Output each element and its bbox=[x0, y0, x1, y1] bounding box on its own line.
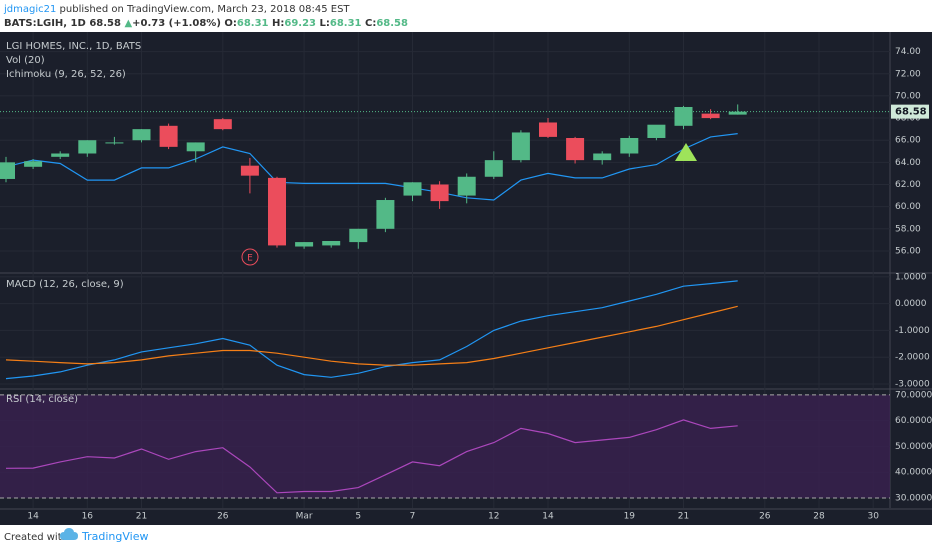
legend-entry: Ichimoku (9, 26, 52, 26) bbox=[6, 69, 126, 80]
line-series bbox=[5, 280, 738, 380]
published: published on TradingView.com, March 23, … bbox=[60, 4, 351, 15]
candle-body bbox=[566, 137, 585, 161]
candle-body bbox=[322, 240, 341, 246]
x-tick-label: 5 bbox=[355, 512, 361, 522]
x-tick-label: 21 bbox=[678, 512, 689, 522]
ohlc-value: 69.23 bbox=[284, 18, 316, 29]
x-tick-label: 26 bbox=[759, 512, 771, 522]
y-tick-label: 62.00 bbox=[895, 180, 921, 190]
candle-body bbox=[728, 111, 747, 115]
y-tick-label: -1.0000 bbox=[895, 326, 930, 336]
x-tick-label: 26 bbox=[217, 512, 229, 522]
candle-body bbox=[620, 137, 639, 154]
y-tick-label: 1.0000 bbox=[895, 272, 927, 282]
y-tick-label: 30.0000 bbox=[895, 493, 932, 503]
y-tick-label: 50.0000 bbox=[895, 442, 932, 452]
last-price-label: 68.58 bbox=[895, 107, 927, 118]
x-tick-label: 7 bbox=[410, 512, 416, 522]
symbol: BATS:LGIH, 1D bbox=[4, 18, 86, 29]
ohlc-key: H: bbox=[272, 18, 284, 29]
candle-body bbox=[647, 124, 666, 138]
candle-body bbox=[701, 113, 720, 119]
publish-line: jdmagic21 published on TradingView.com, … bbox=[3, 4, 350, 15]
ohlc-value: 68.58 bbox=[376, 18, 408, 29]
candle-body bbox=[539, 122, 557, 137]
earnings-circle bbox=[241, 248, 259, 266]
band-fill bbox=[0, 394, 890, 498]
y-tick-label: 60.0000 bbox=[895, 416, 932, 426]
up-arrow: ▲ bbox=[124, 18, 132, 29]
candle-body bbox=[268, 177, 286, 246]
y-tick-label: -2.0000 bbox=[895, 353, 930, 363]
symbol-line: BATS:LGIH, 1D 68.58 ▲+0.73 (+1.08%) O:68… bbox=[4, 18, 408, 29]
y-tick-label: 0.0000 bbox=[895, 299, 927, 309]
x-tick-label: Mar bbox=[296, 512, 313, 522]
x-tick-label: 28 bbox=[813, 512, 825, 522]
line-series bbox=[5, 305, 738, 366]
x-tick-label: 21 bbox=[136, 512, 147, 522]
candle-body bbox=[295, 242, 314, 247]
ohlc-key: L: bbox=[320, 18, 330, 29]
legend-entry: Vol (20) bbox=[6, 55, 45, 66]
author: jdmagic21 bbox=[3, 4, 56, 15]
candle-body bbox=[457, 176, 476, 196]
candle-body bbox=[78, 140, 97, 154]
candle-body bbox=[0, 162, 15, 179]
footer-brand: TradingView bbox=[81, 530, 148, 543]
x-tick-label: 14 bbox=[27, 512, 39, 522]
chart-title: RSI (14, close) bbox=[6, 394, 78, 405]
candle-body bbox=[132, 129, 151, 141]
y-tick-label: 56.00 bbox=[895, 246, 921, 256]
logo bbox=[60, 528, 78, 540]
ohlc-key: O: bbox=[224, 18, 237, 29]
candle-body bbox=[105, 142, 124, 144]
candle-body bbox=[484, 160, 503, 177]
candle-body bbox=[511, 132, 530, 161]
price: 68.58 bbox=[89, 18, 121, 29]
x-tick-label: 16 bbox=[82, 512, 94, 522]
chart-title: MACD (12, 26, close, 9) bbox=[6, 279, 124, 290]
candle-body bbox=[349, 228, 368, 243]
x-tick-label: 30 bbox=[867, 512, 879, 522]
candle-body bbox=[159, 125, 178, 147]
y-tick-label: 64.00 bbox=[895, 158, 921, 168]
candle-body bbox=[674, 106, 693, 126]
y-tick-label: 66.00 bbox=[895, 136, 921, 146]
x-tick-label: 14 bbox=[542, 512, 554, 522]
x-tick-label: 19 bbox=[624, 512, 636, 522]
earnings-label: E bbox=[247, 254, 253, 264]
ohlc-key: C: bbox=[365, 18, 376, 29]
change: +0.73 (+1.08%) bbox=[132, 18, 221, 29]
y-tick-label: 40.0000 bbox=[895, 468, 932, 478]
y-tick-label: 60.00 bbox=[895, 202, 921, 212]
y-tick-label: 72.00 bbox=[895, 69, 921, 79]
footer-created: Created with bbox=[4, 532, 68, 543]
candle-body bbox=[376, 200, 395, 229]
line-series bbox=[5, 133, 738, 201]
line-series bbox=[5, 419, 738, 494]
signal-triangle bbox=[675, 143, 697, 161]
y-tick-label: 74.00 bbox=[895, 47, 921, 57]
candle-body bbox=[51, 153, 70, 157]
last-price-box bbox=[891, 104, 929, 119]
candle-body bbox=[403, 182, 422, 196]
candle-body bbox=[186, 142, 205, 152]
ohlc-value: 68.31 bbox=[330, 18, 362, 29]
y-tick-label: 70.00 bbox=[895, 91, 921, 101]
candle-body bbox=[240, 165, 259, 176]
candle-body bbox=[593, 153, 612, 161]
candle-body bbox=[24, 161, 43, 167]
y-tick-label: -3.0000 bbox=[895, 379, 930, 389]
chart-title: LGI HOMES, INC., 1D, BATS bbox=[6, 41, 141, 52]
x-tick-label: 12 bbox=[488, 512, 499, 522]
candle-body bbox=[430, 184, 449, 202]
y-tick-label: 70.0000 bbox=[895, 390, 932, 400]
candle-body bbox=[213, 119, 232, 130]
ohlc-value: 68.31 bbox=[237, 18, 269, 29]
y-tick-label: 58.00 bbox=[895, 224, 921, 234]
